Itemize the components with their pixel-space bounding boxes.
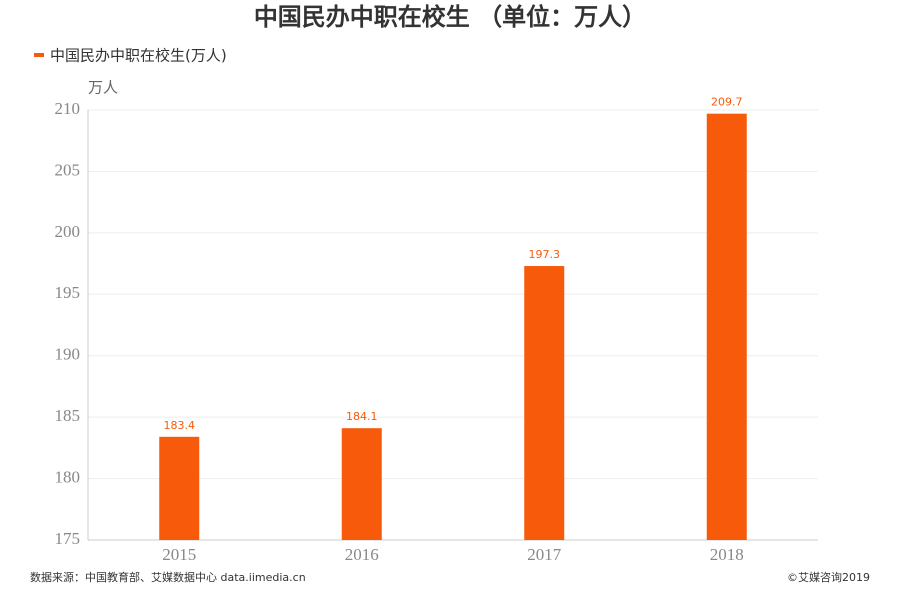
y-tick-label: 185 (55, 406, 81, 425)
y-tick-label: 180 (55, 467, 81, 486)
x-tick-label: 2015 (162, 545, 196, 564)
y-tick-label: 205 (55, 160, 81, 179)
data-label: 184.1 (346, 410, 378, 423)
legend-label: 中国民办中职在校生(万人) (50, 47, 227, 65)
y-axis-label: 万人 (88, 79, 118, 97)
bar (706, 113, 747, 540)
x-tick-label: 2018 (710, 545, 744, 564)
y-tick-label: 210 (55, 99, 81, 118)
bar (341, 428, 382, 540)
x-tick-label: 2016 (345, 545, 379, 564)
bar (524, 266, 565, 540)
bar (159, 436, 200, 540)
x-tick-label: 2017 (527, 545, 562, 564)
y-tick-label: 195 (55, 283, 81, 302)
y-tick-label: 175 (55, 529, 81, 548)
source: 数据来源：中国教育部、艾媒数据中心 data.iimedia.cn (30, 570, 306, 584)
data-label: 209.7 (711, 96, 743, 109)
legend-swatch (34, 53, 44, 57)
data-label: 183.4 (164, 419, 196, 432)
data-label: 197.3 (529, 248, 561, 261)
copyright: ©艾媒咨询2019 (787, 570, 870, 584)
chart-title: 中国民办中职在校生 （单位：万人） (254, 3, 646, 31)
y-tick-label: 190 (55, 345, 81, 364)
y-tick-label: 200 (55, 222, 81, 241)
